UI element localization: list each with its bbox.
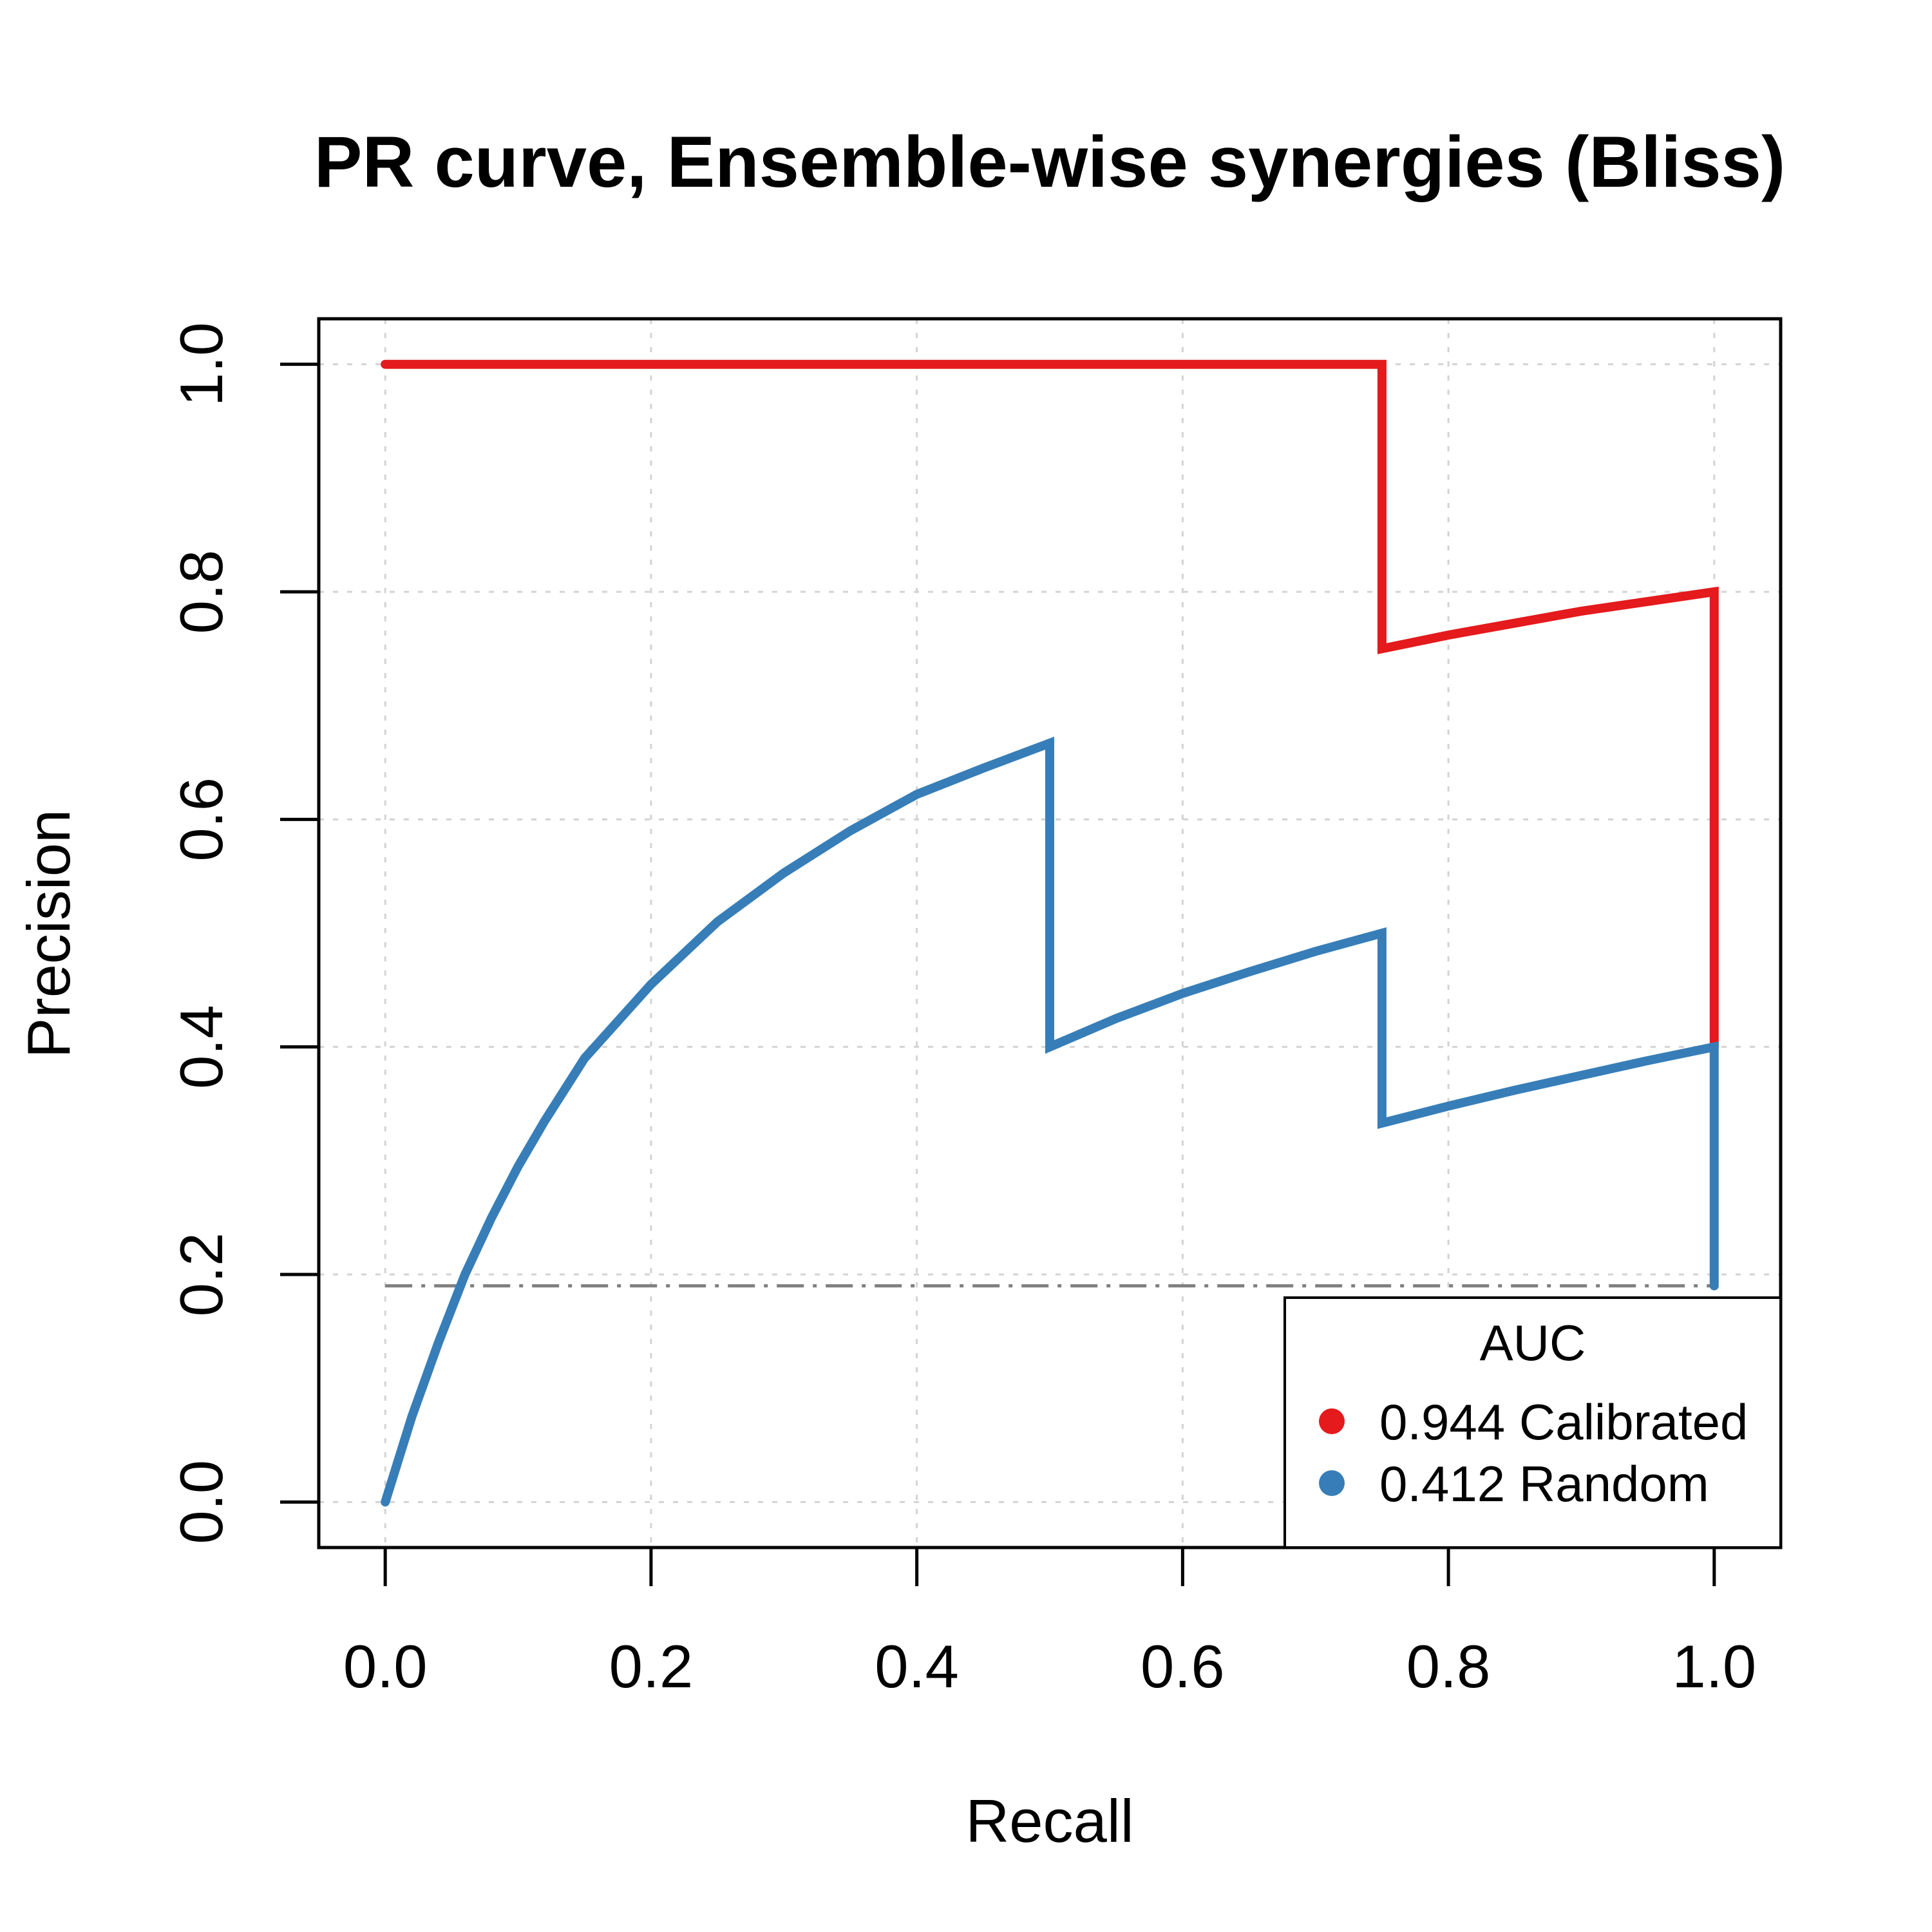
x-tick-label-0.0: 0.0 [343, 1633, 428, 1700]
x-tick-label-0.2: 0.2 [609, 1633, 694, 1700]
legend-title: AUC [1480, 1314, 1586, 1371]
x-axis-label: Recall [965, 1787, 1133, 1855]
x-tick-label-1.0: 1.0 [1672, 1633, 1756, 1700]
y-tick-label-0.4: 0.4 [167, 1005, 235, 1089]
legend-label-random: 0.412 Random [1379, 1455, 1709, 1512]
x-tick-label-0.8: 0.8 [1406, 1633, 1491, 1700]
legend-box [1283, 1296, 1782, 1549]
series-layer [381, 359, 1719, 1507]
y-axis-label: Precision [15, 810, 82, 1059]
y-tick-label-0.0: 0.0 [167, 1460, 235, 1544]
y-tick-label-0.6: 0.6 [167, 777, 235, 862]
x-tick-label-0.6: 0.6 [1141, 1633, 1225, 1700]
axes: 0.0 0.2 0.4 0.6 0.8 1.0 0.0 0.2 0.4 0.6 0.8 1.0 [167, 317, 1783, 1700]
series-line-random [381, 736, 1719, 1507]
plot-frame [317, 317, 1783, 1549]
y-tick-label-0.8: 0.8 [167, 550, 235, 634]
x-tick-label-0.4: 0.4 [875, 1633, 959, 1700]
y-tick-label-0.2: 0.2 [167, 1233, 235, 1317]
legend-marker-random [1319, 1470, 1345, 1496]
legend-label-calibrated: 0.944 Calibrated [1379, 1394, 1748, 1450]
y-tick-label-1.0: 1.0 [167, 322, 235, 406]
series-line-calibrated [381, 359, 1719, 1052]
legend: AUC 0.944 Calibrated 0.412 Random [1283, 1296, 1782, 1549]
chart-title: PR curve, Ensemble-wise synergies (Bliss… [314, 122, 1786, 202]
legend-marker-calibrated [1319, 1408, 1345, 1434]
